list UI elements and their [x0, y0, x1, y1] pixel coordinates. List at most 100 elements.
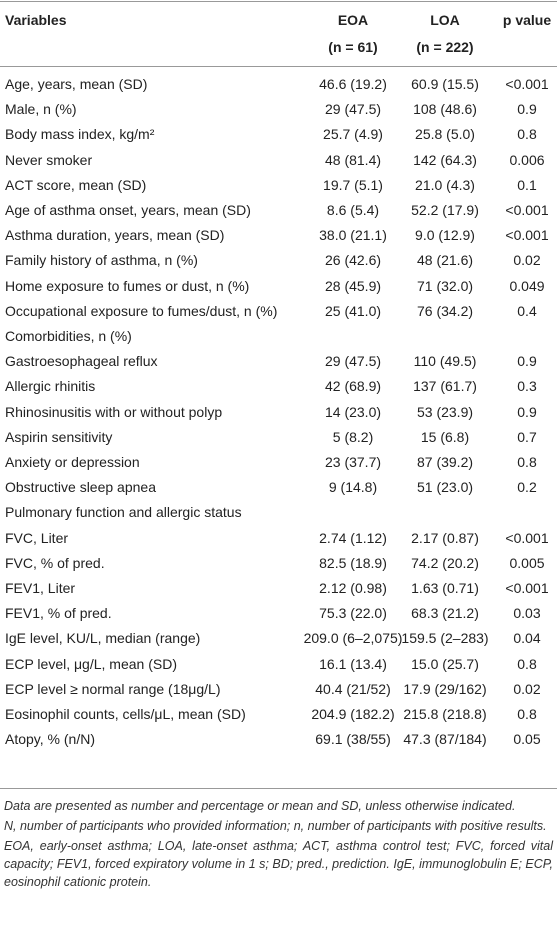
- cell-value: 0.9: [517, 353, 537, 370]
- cell-value: 26 (42.6): [324, 252, 382, 269]
- cell-value: 82.5 (18.9): [319, 554, 387, 571]
- row-label: Male, n (%): [5, 101, 77, 118]
- cell-value: 0.9: [517, 101, 537, 118]
- cell-value: 25.7 (4.9): [323, 126, 383, 143]
- cell-value: 28 (45.9): [324, 277, 382, 294]
- header-cell: EOA: [337, 12, 369, 28]
- cell-value: 52.2 (17.9): [411, 202, 479, 218]
- cell-value: 42 (68.9): [324, 378, 382, 395]
- cell-value: 215.8 (218.8): [403, 706, 487, 722]
- cell-value: 48 (21.6): [416, 252, 474, 269]
- cell-value: 108 (48.6): [413, 101, 477, 118]
- row-label: Age of asthma onset, years, mean (SD): [5, 202, 251, 218]
- row-label: Anxiety or depression: [5, 454, 140, 470]
- cell-value: 5 (8.2): [332, 428, 374, 445]
- footnote: N, number of participants who provided i…: [4, 819, 547, 833]
- row-label: FVC, % of pred.: [5, 554, 105, 571]
- row-label: Eosinophil counts, cells/μL, mean (SD): [5, 706, 246, 722]
- cell-value: 48 (81.4): [324, 151, 382, 168]
- cell-value: 0.8: [517, 126, 537, 143]
- cell-value: 9.0 (12.9): [415, 227, 475, 244]
- row-label: Obstructive sleep apnea: [5, 479, 156, 496]
- row-label: IgE level, KU/L, median (range): [5, 630, 201, 647]
- row-label: Occupational exposure to fumes/dust, n (…: [5, 302, 278, 319]
- cell-value: 17.9 (29/162): [403, 680, 487, 697]
- row-label: FEV1, % of pred.: [5, 605, 112, 622]
- cell-value: 46.6 (19.2): [319, 76, 387, 92]
- row-label: Gastroesophageal reflux: [5, 353, 158, 370]
- cell-value: 76 (34.2): [416, 302, 474, 319]
- row-label: ECP level, μg/L, mean (SD): [5, 655, 177, 672]
- cell-value: 110 (49.5): [413, 353, 477, 370]
- cell-value: 60.9 (15.5): [411, 76, 479, 92]
- header-cell: (n = 61): [328, 39, 378, 55]
- cell-value: 29 (47.5): [324, 101, 382, 118]
- cell-value: 75.3 (22.0): [319, 605, 387, 622]
- cell-value: 142 (64.3): [413, 151, 477, 168]
- footnote: Data are presented as number and percent…: [4, 799, 516, 813]
- cell-value: 0.8: [517, 454, 537, 470]
- cell-value: 0.4: [517, 302, 537, 319]
- footnote: EOA, early-onset asthma; LOA, late-onset…: [4, 839, 553, 889]
- row-label: Family history of asthma, n (%): [5, 252, 198, 269]
- cell-value: 21.0 (4.3): [415, 176, 475, 193]
- cell-value: 53 (23.9): [416, 403, 474, 420]
- cell-value: 8.6 (5.4): [326, 202, 380, 218]
- cell-value: 209.0 (6–2,075): [303, 630, 403, 647]
- cell-value: 0.1: [517, 176, 537, 193]
- cell-value: 0.8: [517, 655, 537, 672]
- row-label: FEV1, Liter: [5, 580, 76, 596]
- cell-value: 40.4 (21/52): [315, 680, 391, 697]
- cell-value: 0.7: [517, 428, 537, 445]
- cell-value: 14 (23.0): [324, 403, 382, 420]
- cell-value: 87 (39.2): [416, 454, 474, 470]
- cell-value: 51 (23.0): [416, 479, 474, 496]
- cell-value: <0.001: [505, 76, 549, 92]
- row-label: Comorbidities, n (%): [5, 328, 132, 344]
- cell-value: 2.12 (0.98): [319, 580, 387, 596]
- cell-value: 16.1 (13.4): [319, 655, 387, 672]
- cell-value: 0.02: [513, 252, 541, 269]
- cell-value: 204.9 (182.2): [311, 706, 395, 722]
- row-label: Home exposure to fumes or dust, n (%): [5, 277, 250, 294]
- cell-value: 69.1 (38/55): [315, 731, 391, 748]
- cell-value: 68.3 (21.2): [411, 605, 479, 622]
- footnotes: Data are presented as number and percent…: [4, 797, 553, 893]
- cell-value: 74.2 (20.2): [411, 554, 479, 571]
- cell-value: 29 (47.5): [324, 353, 382, 370]
- row-label: Rhinosinusitis with or without polyp: [5, 403, 223, 420]
- cell-value: 9 (14.8): [328, 479, 378, 496]
- cell-value: 38.0 (21.1): [319, 227, 387, 244]
- header-cell: (n = 222): [416, 39, 474, 55]
- row-label: Pulmonary function and allergic status: [5, 504, 242, 521]
- row-label: Asthma duration, years, mean (SD): [5, 227, 225, 244]
- cell-value: 2.74 (1.12): [319, 529, 387, 546]
- row-label: ECP level ≥ normal range (18μg/L): [5, 680, 221, 697]
- cell-value: 0.3: [517, 378, 537, 395]
- cell-value: 0.03: [513, 605, 541, 622]
- top-rule: [0, 1, 557, 2]
- row-label: FVC, Liter: [5, 529, 69, 546]
- cell-value: 0.006: [509, 151, 545, 168]
- cell-value: 0.8: [517, 706, 537, 722]
- cell-value: 0.2: [517, 479, 537, 496]
- cell-value: 15 (6.8): [420, 428, 470, 445]
- cell-value: 15.0 (25.7): [411, 655, 479, 672]
- cell-value: 137 (61.7): [413, 378, 477, 395]
- cell-value: 25.8 (5.0): [415, 126, 475, 143]
- header-cell: Variables: [5, 12, 67, 28]
- cell-value: 19.7 (5.1): [323, 176, 383, 193]
- cell-value: 23 (37.7): [324, 454, 382, 470]
- cell-value: 0.005: [509, 554, 545, 571]
- row-label: Aspirin sensitivity: [5, 428, 113, 445]
- cell-value: <0.001: [505, 202, 549, 218]
- row-label: Body mass index, kg/m²: [5, 126, 155, 143]
- bottom-rule: [0, 788, 557, 789]
- cell-value: 0.9: [517, 403, 537, 420]
- cell-value: 2.17 (0.87): [411, 529, 479, 546]
- cell-value: 0.049: [509, 277, 545, 294]
- cell-value: 159.5 (2–283): [401, 630, 489, 647]
- cell-value: <0.001: [505, 227, 549, 244]
- cell-value: 0.02: [513, 680, 541, 697]
